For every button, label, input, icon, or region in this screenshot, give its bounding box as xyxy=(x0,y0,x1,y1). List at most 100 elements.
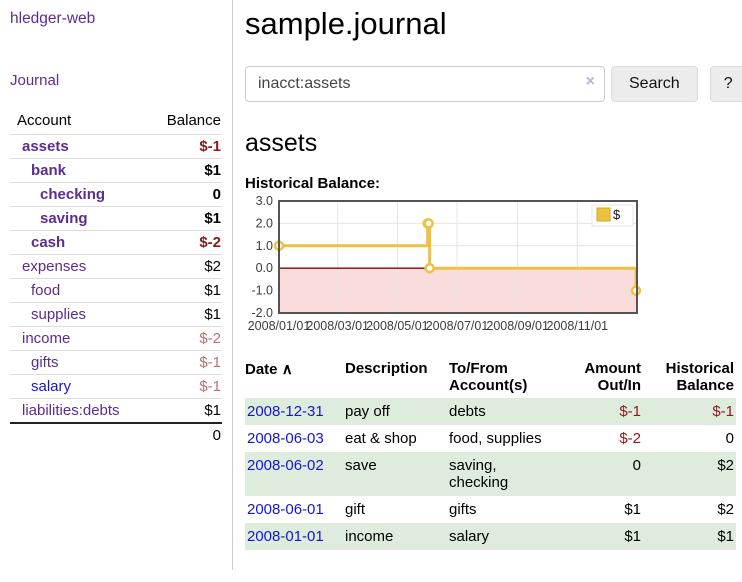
transaction-date-link[interactable]: 2008-06-03 xyxy=(247,430,324,447)
x-tick-label: 2008/07/01 xyxy=(426,319,489,333)
register-header-date[interactable]: Date ∧ xyxy=(245,356,345,398)
account-link[interactable]: food xyxy=(31,282,61,299)
plot-border xyxy=(278,200,638,314)
account-row: income $-2 xyxy=(10,326,222,351)
account-balance: $-1 xyxy=(145,350,222,375)
date-header-label: Date xyxy=(245,361,278,378)
search-bar: × Search ? xyxy=(245,66,742,102)
account-row: assets $-1 xyxy=(10,134,222,159)
account-link[interactable]: saving xyxy=(40,210,88,227)
account-balance: $-1 xyxy=(145,374,222,399)
register-cell-amount: $-2 xyxy=(619,430,641,447)
legend-label: $ xyxy=(613,207,621,222)
register-cell-balance: 0 xyxy=(725,430,734,447)
account-link[interactable]: cash xyxy=(31,234,66,251)
register-cell-date: 2008-12-31 xyxy=(245,398,345,425)
register-row: 2008-12-31 pay off debts $-1 $-1 xyxy=(245,398,736,425)
y-tick-label: 3.0 xyxy=(256,196,273,208)
account-link[interactable]: gifts xyxy=(31,354,59,371)
account-link[interactable]: supplies xyxy=(31,306,87,323)
accounts-total-row: 0 xyxy=(10,422,222,447)
account-balance: $1 xyxy=(145,302,222,327)
register-cell-amount: $1 xyxy=(624,501,641,518)
transaction-date-link[interactable]: 2008-06-02 xyxy=(247,457,324,474)
account-row: food $1 xyxy=(10,278,222,303)
account-link[interactable]: assets xyxy=(22,138,69,155)
y-tick-label: -2.0 xyxy=(251,306,273,320)
page-title: sample.journal xyxy=(245,6,447,41)
register-header-row: Date ∧ Description To/From Account(s) Am… xyxy=(245,356,736,398)
sidebar: hledger-web Journal Account Balance asse… xyxy=(0,0,233,570)
x-tick-label: 2008/11/01 xyxy=(547,319,609,333)
account-balance: $1 xyxy=(145,278,222,303)
data-point-marker xyxy=(423,218,434,229)
transaction-date-link[interactable]: 2008-06-01 xyxy=(247,501,324,518)
register-cell-amount: 0 xyxy=(632,457,641,474)
accounts-header-row: Account Balance xyxy=(10,109,222,135)
account-row: supplies $1 xyxy=(10,302,222,327)
account-link[interactable]: expenses xyxy=(22,258,87,275)
register-cell-balance: $1 xyxy=(717,528,734,545)
register-header-amount: Amount Out/In xyxy=(584,360,641,394)
chart-title: Historical Balance: xyxy=(245,175,381,192)
accounts-header-account: Account xyxy=(17,112,72,129)
account-balance: $-2 xyxy=(145,230,222,255)
register-cell-balance: $2 xyxy=(717,501,734,518)
accounts-header-balance: Balance xyxy=(166,112,221,129)
help-button[interactable]: ? xyxy=(709,66,742,102)
register-cell-accounts: salary xyxy=(449,528,490,545)
account-row: expenses $2 xyxy=(10,254,222,279)
transaction-date-link[interactable]: 2008-12-31 xyxy=(247,403,324,420)
register-cell-accounts: saving, checking xyxy=(449,457,509,491)
account-row: bank $1 xyxy=(10,158,222,183)
account-link[interactable]: salary xyxy=(31,378,72,395)
register-cell-accounts: gifts xyxy=(449,501,477,518)
account-balance: $-2 xyxy=(145,326,222,351)
app-layout: hledger-web Journal Account Balance asse… xyxy=(0,0,742,570)
account-balance: $2 xyxy=(145,254,222,279)
sort-asc-icon: ∧ xyxy=(281,361,293,378)
account-row: liabilities:debts $1 xyxy=(10,398,222,423)
register-row: 2008-06-02 save saving, checking 0 $2 xyxy=(245,452,736,496)
accounts-total-value: 0 xyxy=(145,422,222,447)
y-tick-label: 2.0 xyxy=(256,216,273,230)
y-tick-label: -1.0 xyxy=(251,284,273,298)
register-table: Date ∧ Description To/From Account(s) Am… xyxy=(245,356,736,550)
accounts-table: Account Balance assets $-1 bank $1 checking 0… xyxy=(10,109,222,447)
clear-search-icon[interactable]: × xyxy=(585,73,595,90)
account-balance: $1 xyxy=(145,158,222,183)
register-cell-balance: $2 xyxy=(717,457,734,474)
register-cell-balance: $-1 xyxy=(712,403,734,420)
search-button[interactable]: Search xyxy=(611,66,698,102)
account-link[interactable]: checking xyxy=(40,186,106,203)
register-cell-accounts: food, supplies xyxy=(449,430,542,447)
register-row: 2008-06-01 gift gifts $1 $2 xyxy=(245,496,736,523)
account-link[interactable]: income xyxy=(22,330,71,347)
register-row: 2008-01-01 income salary $1 $1 xyxy=(245,523,736,550)
app-title-link[interactable]: hledger-web xyxy=(10,10,96,27)
account-link[interactable]: liabilities:debts xyxy=(22,402,120,419)
account-row: saving $1 xyxy=(10,206,222,231)
register-cell-description: save xyxy=(345,457,377,474)
register-header-description: Description xyxy=(345,360,428,377)
transaction-date-link[interactable]: 2008-01-01 xyxy=(247,528,324,545)
register-cell-accounts: debts xyxy=(449,403,486,420)
historical-balance-chart: 3.0 2.0 1.0 0.0 -1.0 -2.02008/01/012008/03/01… xyxy=(248,196,642,333)
main-content: sample.journal × Search ? assets Histori… xyxy=(233,0,742,570)
x-tick-label: 2008/09/01 xyxy=(486,319,549,333)
data-point-marker xyxy=(424,262,435,274)
account-link[interactable]: bank xyxy=(31,162,67,179)
search-input[interactable] xyxy=(245,66,605,102)
nav-journal-link[interactable]: Journal xyxy=(10,72,60,89)
x-tick-label: 2008/03/01 xyxy=(306,319,369,333)
search-input-wrap: × xyxy=(245,66,605,102)
x-tick-label: 2008/01/01 xyxy=(248,319,311,333)
account-row: salary $-1 xyxy=(10,374,222,399)
account-balance: 0 xyxy=(145,182,222,207)
register-cell-date: 2008-01-01 xyxy=(245,523,345,550)
register-cell-amount: $-1 xyxy=(619,403,641,420)
register-row: 2008-06-03 eat & shop food, supplies $-2 0 xyxy=(245,425,736,452)
register-cell-description: eat & shop xyxy=(345,430,417,447)
register-header-accounts: To/From Account(s) xyxy=(449,360,528,394)
register-cell-description: gift xyxy=(345,501,366,518)
